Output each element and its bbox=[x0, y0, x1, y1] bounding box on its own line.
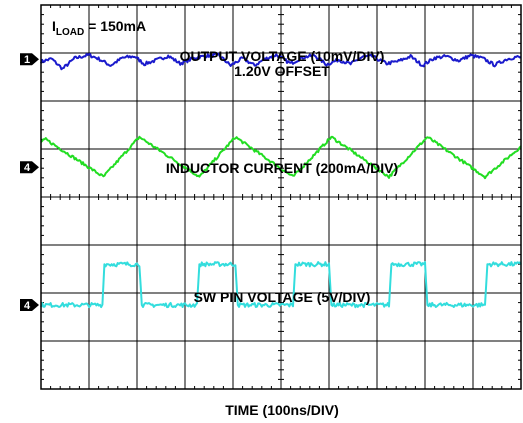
channel-marker-4-sw: 4 bbox=[20, 299, 39, 312]
load-label-suffix: = 150mA bbox=[84, 18, 146, 34]
channel-marker-4-inductor-label: 4 bbox=[24, 162, 31, 174]
channel-marker-1-label: 1 bbox=[24, 54, 30, 66]
channel-marker-4-sw-label: 4 bbox=[24, 300, 31, 312]
channel-marker-1: 1 bbox=[20, 53, 39, 66]
load-label-prefix: I bbox=[52, 18, 56, 34]
plot-border bbox=[40, 4, 522, 390]
trace-output-voltage bbox=[40, 52, 522, 71]
plot-frame bbox=[40, 4, 522, 390]
channel-marker-1-shape bbox=[20, 53, 39, 66]
load-label-subscript: LOAD bbox=[56, 27, 84, 38]
load-label: ILOAD = 150mA bbox=[52, 18, 146, 38]
trace-inductor-current bbox=[40, 135, 522, 180]
trace-sw-pin-voltage bbox=[40, 261, 522, 309]
traces bbox=[40, 52, 522, 309]
annotation-output-voltage: OUTPUT VOLTAGE (10mV/DIV) bbox=[180, 48, 385, 64]
annotation-offset: 1.20V OFFSET bbox=[234, 63, 330, 79]
annotation-inductor-current: INDUCTOR CURRENT (200mA/DIV) bbox=[166, 160, 398, 176]
channel-marker-4-sw-shape bbox=[20, 299, 39, 311]
x-axis-label: TIME (100ns/DIV) bbox=[225, 402, 339, 418]
annotation-sw-pin-voltage: SW PIN VOLTAGE (5V/DIV) bbox=[194, 289, 371, 305]
channel-marker-4-inductor: 4 bbox=[20, 161, 39, 174]
channel-marker-4-inductor-shape bbox=[20, 161, 39, 174]
